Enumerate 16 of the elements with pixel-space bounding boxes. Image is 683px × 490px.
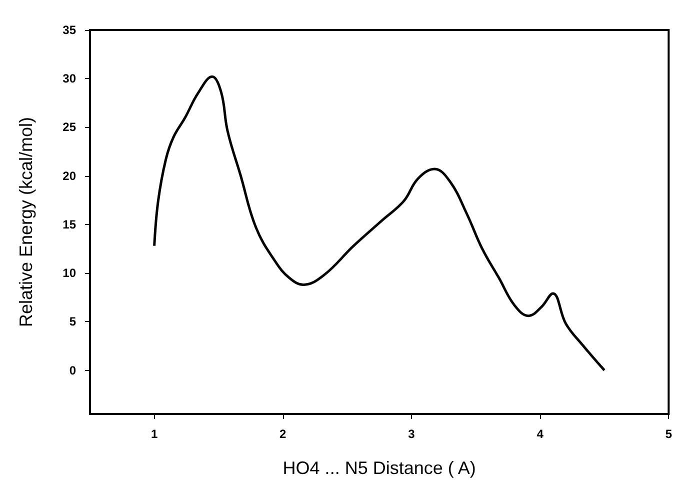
x-axis-title: HO4 ... N5 Distance ( A) <box>282 458 476 478</box>
y-tick-label: 5 <box>69 314 76 329</box>
y-tick-label: 30 <box>62 72 76 86</box>
y-tick-label: 10 <box>62 266 76 280</box>
line-series <box>153 75 606 372</box>
x-tick-label: 3 <box>408 427 416 441</box>
y-tick-label: 15 <box>62 217 76 232</box>
x-tick-label: 5 <box>665 427 672 441</box>
y-tick-label: 20 <box>62 168 76 183</box>
y-tick-label: 25 <box>62 120 76 134</box>
y-tick-label: 35 <box>62 23 76 37</box>
x-tick-label: 1 <box>150 427 158 441</box>
y-axis-title: Relative Energy (kcal/mol) <box>16 116 36 328</box>
x-tick-label: 2 <box>280 427 287 441</box>
x-tick-label: 4 <box>536 427 544 441</box>
y-tick-label: 0 <box>69 363 76 378</box>
